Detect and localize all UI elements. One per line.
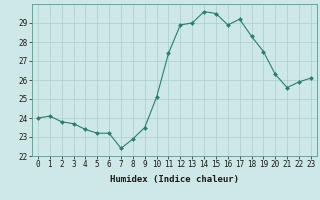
X-axis label: Humidex (Indice chaleur): Humidex (Indice chaleur) <box>110 175 239 184</box>
